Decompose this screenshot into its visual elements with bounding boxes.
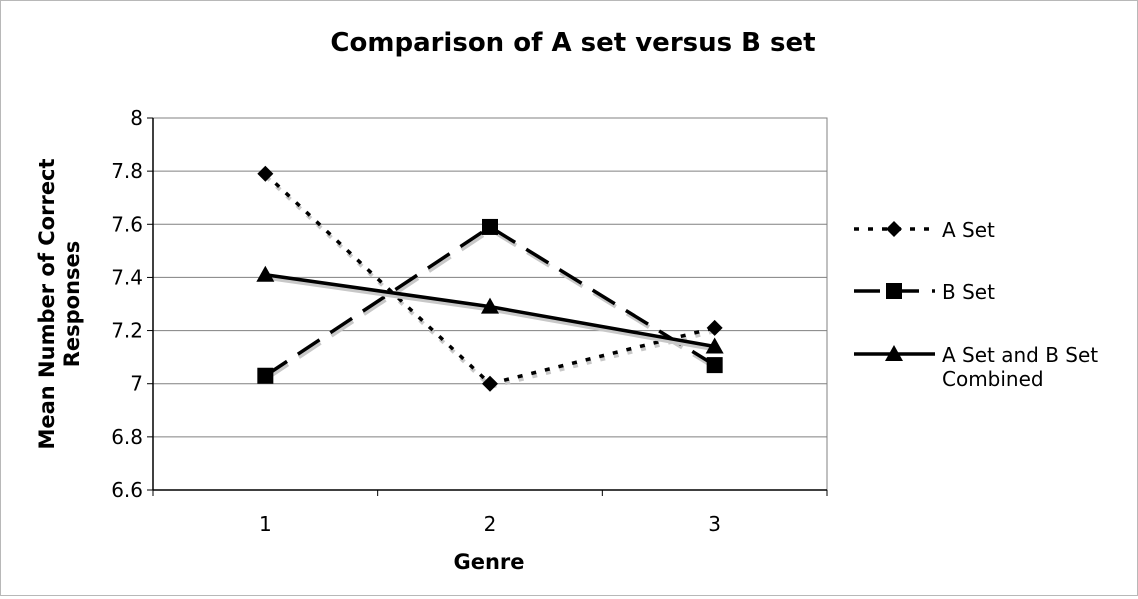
x-axis-label: Genre <box>453 550 524 574</box>
x-tick-label: 1 <box>259 512 272 536</box>
legend-marker <box>886 221 902 237</box>
series-line-shadow <box>264 175 717 389</box>
data-point <box>481 297 499 314</box>
y-tick-label: 6.8 <box>111 425 143 449</box>
y-axis-ticks: 6.6 6.8 7 7.2 7.4 7.6 7.8 8 <box>111 106 153 502</box>
x-tick-label: 3 <box>708 512 721 536</box>
legend-label: A Set <box>942 218 995 242</box>
y-axis-label-line-2: Responses <box>60 241 84 368</box>
data-point <box>256 265 275 282</box>
y-axis-label-line-1: Mean Number of Correct <box>35 158 59 449</box>
legend-marker <box>885 345 903 361</box>
series-2 <box>256 265 724 354</box>
data-point <box>257 165 274 182</box>
data-point <box>482 218 498 235</box>
legend-marker <box>886 283 902 299</box>
y-axis-label: Mean Number of Correct Responses <box>35 158 84 449</box>
series-line <box>264 172 716 386</box>
y-tick-label: 6.6 <box>111 478 143 502</box>
series-line <box>264 224 716 378</box>
y-tick-label: 7.2 <box>111 319 143 343</box>
y-tick-label: 7 <box>130 372 143 396</box>
series-0 <box>257 165 723 392</box>
series-group <box>256 165 724 392</box>
data-point <box>706 319 723 336</box>
y-tick-label: 7.4 <box>111 265 143 289</box>
x-axis-ticks: 1 2 3 <box>152 490 828 536</box>
series-1 <box>257 218 723 384</box>
legend-item-1: B Set <box>854 280 995 304</box>
data-point <box>705 337 724 354</box>
legend-label: B Set <box>942 280 995 304</box>
legend-item-0: A Set <box>854 218 995 242</box>
data-point <box>482 375 498 392</box>
axes <box>152 118 827 491</box>
legend-label: Combined <box>942 367 1044 391</box>
data-point <box>257 367 274 384</box>
legend-label: A Set and B Set <box>942 343 1098 367</box>
chart-title: Comparison of A set versus B set <box>330 28 815 58</box>
x-tick-label: 2 <box>484 512 497 536</box>
y-tick-label: 7.6 <box>111 212 143 236</box>
y-tick-label: 8 <box>130 106 143 130</box>
series-line-shadow <box>265 227 717 381</box>
data-point <box>706 357 723 374</box>
y-tick-label: 7.8 <box>111 159 143 183</box>
